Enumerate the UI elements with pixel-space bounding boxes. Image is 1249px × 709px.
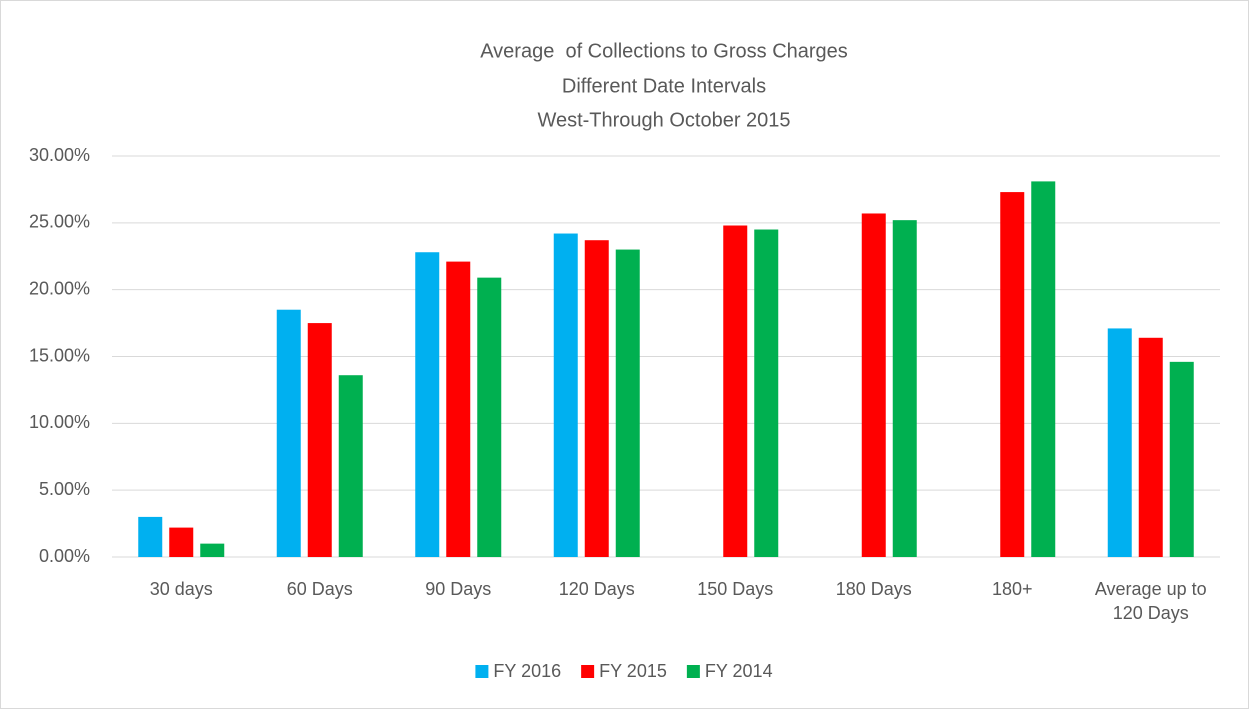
bar [584, 240, 609, 557]
bar [723, 225, 748, 558]
y-tick-label: 30.00% [29, 145, 90, 165]
chart-subtitle: West-Through October 2015 [537, 109, 790, 131]
bar [1138, 337, 1163, 557]
legend-swatch [475, 665, 489, 678]
x-tick-label: 90 Days [425, 579, 492, 599]
bar [138, 516, 163, 557]
chart-subtitle: Different Date Intervals [562, 75, 766, 97]
y-tick-label: 10.00% [29, 412, 90, 432]
y-tick-label: 15.00% [29, 345, 90, 365]
x-tick-label: 120 Days [558, 579, 635, 599]
bar [1169, 361, 1194, 557]
bar [169, 527, 194, 557]
chart-title: Average of Collections to Gross Charges [480, 40, 848, 62]
y-tick-label: 25.00% [29, 212, 90, 232]
bar [553, 233, 578, 557]
x-tick-label: 30 days [149, 579, 213, 599]
x-tick-label: 150 Days [697, 579, 774, 599]
bar [1107, 328, 1132, 557]
bar [615, 249, 640, 558]
bar [1031, 181, 1056, 557]
bar [307, 323, 332, 557]
y-tick-label: 20.00% [29, 278, 90, 298]
bar [446, 261, 471, 557]
legend-label: FY 2015 [599, 661, 667, 681]
bar [338, 375, 363, 557]
legend-swatch [686, 665, 700, 678]
legend-label: FY 2014 [705, 661, 773, 681]
bar [477, 277, 502, 557]
bar [415, 252, 440, 558]
bar [892, 220, 917, 557]
x-tick-label: Average up to 120 Days [1094, 579, 1207, 623]
y-tick-label: 0.00% [39, 546, 90, 566]
bar [1000, 192, 1025, 557]
bar [200, 543, 225, 557]
x-tick-label: 180+ [991, 579, 1033, 599]
legend-swatch [581, 665, 595, 678]
bar [276, 309, 301, 557]
y-tick-label: 5.00% [39, 479, 90, 499]
x-tick-label: 60 Days [286, 579, 353, 599]
bar [754, 229, 779, 557]
legend-label: FY 2016 [493, 661, 561, 681]
x-tick-label: 180 Days [835, 579, 912, 599]
bar [861, 213, 886, 557]
